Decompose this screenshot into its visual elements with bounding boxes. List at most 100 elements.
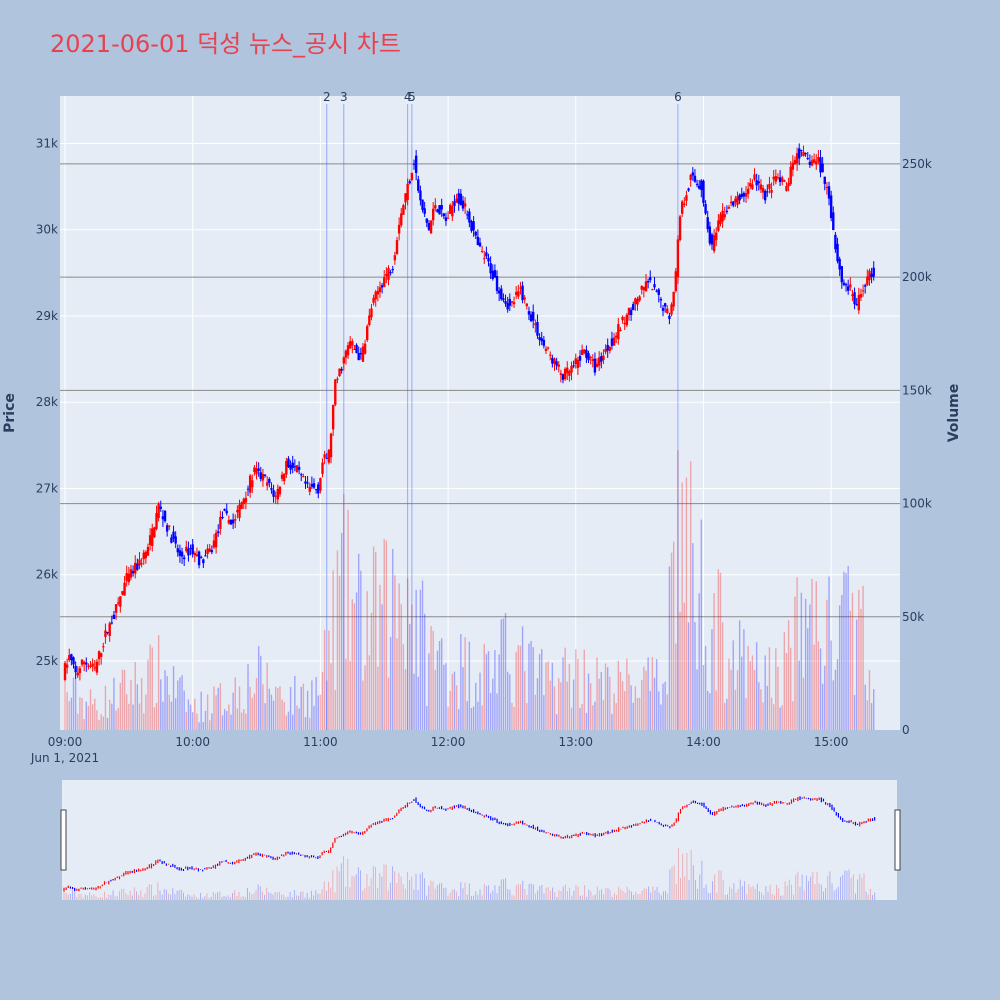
candle-body [676,239,680,277]
mini-volume-bar [633,894,635,900]
volume-bar [257,646,260,730]
mini-volume-bar [776,884,778,900]
candle-body [640,286,643,290]
mini-volume-bar [445,887,447,900]
volume-bar [198,722,200,730]
candle-body [840,266,843,283]
candle-body [89,665,92,667]
y-tick-label: 28k [36,395,58,409]
candle-body [119,596,122,607]
volume-bar [70,697,73,730]
candle-body [261,473,265,481]
mini-volume-bar [238,891,240,900]
volume-bar [845,573,847,730]
candle-body [827,186,831,199]
mini-volume-bar [622,890,624,900]
range-slider-left-handle[interactable] [60,809,67,871]
volume-bar [119,682,122,730]
candle-body [719,214,722,224]
candle-body [219,516,222,530]
y-tick-label: 29k [36,309,58,323]
mini-volume-bar [413,889,415,900]
candle-body [753,174,756,180]
range-slider-right-handle[interactable] [894,809,901,871]
candle-body [374,291,377,300]
candle-body [314,489,318,491]
candle-body [104,630,107,637]
volume-bar [851,592,854,730]
mini-volume-bar [142,896,144,900]
candle-body [687,188,690,191]
candle-body [819,157,822,173]
candle-body [449,204,452,214]
volume-bar [191,712,194,730]
volume-bar [100,714,102,730]
mini-volume-bar [607,888,609,900]
mini-volume-bar [515,885,517,900]
candle-body [644,281,648,292]
volume-bar [262,684,264,730]
candle-body [323,454,326,458]
mini-volume-bar [532,884,534,900]
volume-bar [281,699,283,730]
range-slider-preview [63,796,876,900]
mini-volume-bar [289,891,291,900]
mini-volume-bar [268,892,270,900]
mini-volume-bar [443,887,445,900]
volume-bar [277,688,279,730]
candle-body [455,198,458,203]
candle-body [746,188,750,194]
candle-body [223,508,226,511]
mini-volume-bar [505,878,507,900]
candle-body [278,486,282,495]
mini-volume-bar [187,894,189,900]
mini-volume-bar [571,895,573,900]
mini-volume-bar [844,870,846,900]
candle-body [702,180,705,203]
volume-bar [804,598,807,730]
mini-volume-bar [366,874,368,900]
candle-body [693,175,697,182]
mini-volume-bar [818,883,820,900]
candle-body [110,622,114,624]
candle-body [715,232,718,241]
candle-body [451,206,454,217]
candle-body [372,297,375,303]
mini-volume-bar [441,882,443,900]
mini-volume-bar [232,893,234,900]
candle-body [144,551,148,559]
volume-bar [479,672,481,730]
candle-body [93,667,96,669]
mini-volume-bar [261,891,263,900]
mini-volume-bar [758,891,760,900]
candle-body [206,548,209,555]
mini-volume-bar [714,874,716,900]
mini-volume-bar [556,897,558,900]
volume-bar [783,631,786,730]
candle-body [351,341,354,346]
volume-bar [545,662,547,730]
candle-body [99,653,103,657]
mini-volume-bar [345,886,347,900]
candle-body [668,315,671,320]
volume-bar [64,681,66,730]
candle-body [319,478,322,491]
range-slider[interactable] [62,780,897,900]
mini-volume-bar [872,894,874,900]
volume-bar [183,690,185,730]
volume-bar [377,666,379,730]
candle-body [593,358,597,373]
mini-volume-bar [735,892,737,900]
mini-volume-bar [193,894,195,900]
candle-body [540,338,543,342]
mini-volume-bar [782,895,784,900]
candle-body [85,662,88,665]
mini-volume-bar [353,876,355,900]
volume-bar [636,697,639,730]
mini-volume-bar [234,890,236,900]
candle-body [523,297,526,300]
mini-volume-bar [795,875,797,900]
mini-volume-bar [458,896,460,900]
volume-bar [143,713,145,730]
volume-bar [179,677,181,730]
